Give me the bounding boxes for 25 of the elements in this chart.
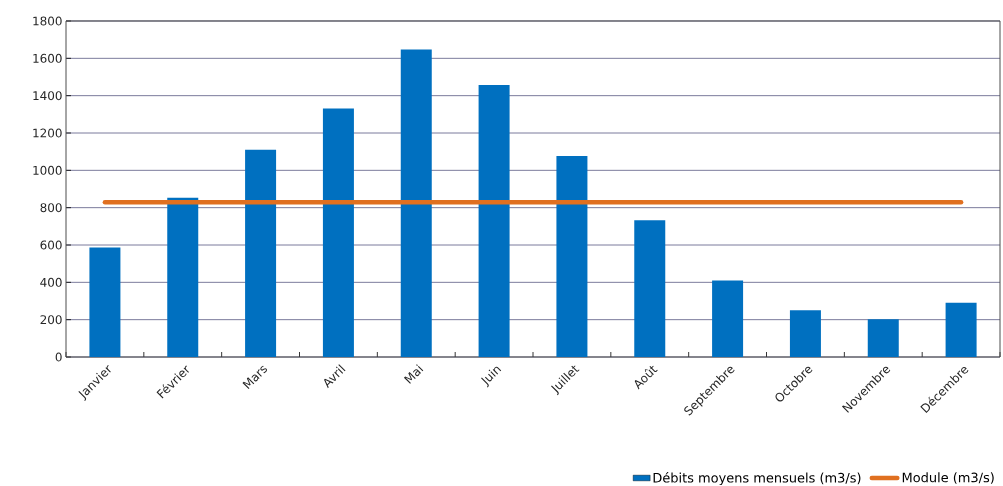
bar (245, 149, 277, 357)
bar (634, 220, 666, 357)
legend-label: Débits moyens mensuels (m3/s) (653, 472, 861, 486)
y-tick-label: 1600 (33, 53, 62, 63)
legend-label: Module (m3/s) (902, 472, 994, 484)
bar (89, 247, 121, 357)
bar (478, 85, 510, 357)
bar (712, 280, 744, 357)
y-tick-label: 1800 (33, 16, 62, 26)
bar (400, 49, 432, 357)
bar (167, 197, 199, 357)
y-tick-label: 200 (40, 315, 62, 325)
y-tick-label: 0 (55, 352, 62, 362)
y-tick-label: 400 (40, 277, 62, 287)
bar (556, 155, 588, 357)
bar (789, 310, 821, 357)
bar (945, 302, 977, 357)
x-tick-label: Mai (403, 364, 424, 384)
y-tick-label: 1200 (33, 128, 62, 138)
y-tick-label: 1000 (33, 165, 62, 175)
y-tick-label: 1400 (33, 91, 62, 101)
y-tick-label: 600 (40, 240, 62, 250)
y-tick-label: 800 (40, 203, 62, 213)
bar (867, 319, 899, 357)
bar (322, 108, 354, 357)
